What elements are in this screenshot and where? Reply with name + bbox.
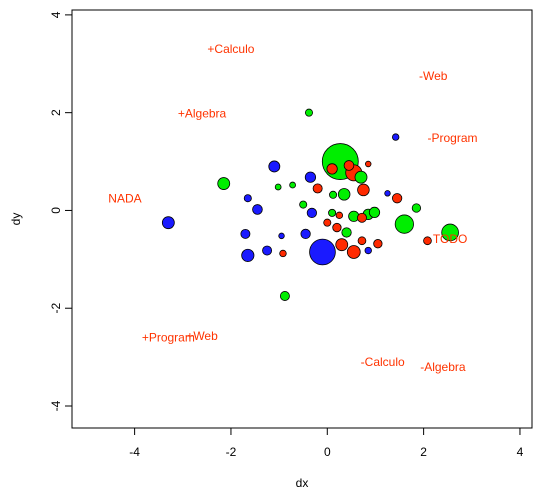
data-point-green: [329, 190, 338, 199]
x-tick-label: -4: [129, 445, 140, 459]
data-point-green: [394, 214, 414, 234]
annotation-label: +Web: [186, 329, 218, 343]
data-point-red: [335, 238, 349, 252]
data-point-red: [335, 211, 344, 220]
data-point-green: [217, 177, 231, 190]
data-point-green: [441, 223, 459, 242]
data-point-red: [373, 239, 383, 249]
data-point-red: [392, 193, 403, 204]
data-point-red: [423, 236, 432, 246]
annotation-label: -Web: [419, 69, 448, 83]
annotation-label: +Calculo: [207, 42, 254, 56]
points-layer: [161, 108, 459, 301]
data-point-blue: [240, 228, 251, 239]
data-point-green: [411, 203, 422, 213]
data-point-green: [354, 170, 368, 184]
y-tick-label: 0: [49, 207, 63, 214]
data-point-blue: [243, 194, 252, 203]
data-point-blue: [268, 160, 281, 173]
data-point-blue: [364, 246, 372, 255]
data-point-red: [365, 160, 372, 168]
annotation-label: +Program: [142, 331, 195, 345]
annotation-label: NADA: [108, 192, 141, 206]
data-point-red: [357, 212, 367, 223]
data-point-blue: [304, 171, 317, 183]
x-tick-label: -2: [226, 445, 237, 459]
y-tick-label: 2: [49, 109, 63, 116]
annotations-layer: +Calculo -Web +Algebra -Program NADA TODO +Pro…: [108, 42, 477, 374]
data-point-green: [337, 188, 351, 201]
data-point-green: [299, 200, 308, 209]
data-point-green: [279, 291, 290, 301]
annotation-label: +Algebra: [178, 107, 227, 121]
data-point-red: [357, 183, 370, 197]
annotation-label: -Calculo: [361, 355, 405, 369]
y-axis: -4 -2 0 2 4: [49, 11, 72, 411]
data-point-blue: [306, 207, 317, 219]
data-point-green: [328, 208, 337, 217]
data-point-red: [323, 218, 332, 227]
data-point-green: [274, 183, 282, 191]
data-point-blue: [278, 232, 285, 240]
annotation-label: -Algebra: [420, 360, 466, 374]
plot-frame: [71, 9, 533, 429]
data-point-blue: [309, 238, 336, 266]
data-point-blue: [392, 133, 400, 141]
data-point-red: [346, 245, 361, 259]
annotation-label: -Program: [428, 131, 478, 145]
data-point-blue: [384, 190, 391, 197]
data-point-green: [341, 227, 352, 238]
y-tick-label: 4: [49, 11, 63, 18]
data-point-red: [312, 183, 323, 194]
x-tick-label: 0: [324, 445, 331, 459]
data-point-blue: [252, 204, 263, 215]
data-point-red: [326, 163, 338, 175]
data-point-green: [304, 108, 313, 117]
y-tick-label: -4: [49, 400, 63, 411]
y-axis-title: dy: [9, 213, 23, 226]
x-axis-title: dx: [296, 476, 309, 490]
data-point-blue: [161, 216, 175, 230]
data-point-green: [289, 181, 296, 189]
data-point-red: [357, 236, 367, 246]
data-point-blue: [300, 228, 311, 240]
x-axis: -4 -2 0 2 4: [129, 428, 524, 459]
data-point-blue: [241, 248, 255, 262]
x-tick-label: 4: [517, 445, 524, 459]
data-point-blue: [262, 245, 273, 256]
data-point-red: [332, 222, 342, 233]
data-point-red: [343, 160, 355, 171]
x-tick-label: 2: [420, 445, 427, 459]
data-point-green: [368, 206, 381, 218]
annotation-label: TODO: [433, 232, 467, 246]
data-point-red: [279, 249, 287, 258]
y-tick-label: -2: [49, 303, 63, 314]
